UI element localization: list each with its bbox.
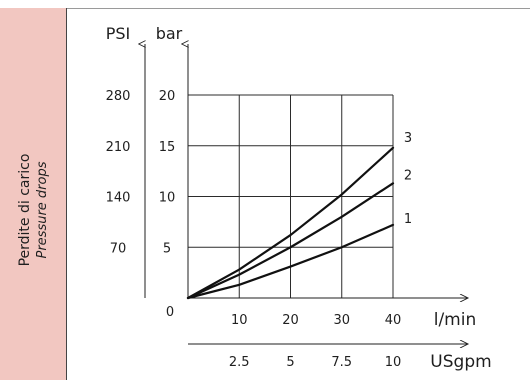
origin-tick-label: 0: [166, 305, 174, 320]
series-line-3: [186, 146, 395, 300]
lpm-tick-label-30: 30: [333, 313, 350, 328]
usgpm-tick-label-10: 10: [385, 355, 402, 370]
side-panel: Perdite di carico Pressure drops: [0, 8, 67, 380]
series-label-2: 2: [404, 168, 412, 183]
bar-tick-label-5: 5: [163, 241, 171, 256]
lpm-axis-label: l/min: [434, 310, 477, 330]
series-label-1: 1: [404, 212, 412, 227]
series-layer: [186, 146, 395, 300]
series-line-1: [186, 223, 395, 300]
lpm-tick-label-40: 40: [385, 313, 402, 328]
psi-tick-label-280: 280: [106, 89, 131, 104]
psi-tick-label-210: 210: [106, 140, 131, 155]
series-label-3: 3: [404, 131, 412, 146]
psi-tick-label-140: 140: [106, 191, 131, 206]
axis-layer: [145, 44, 468, 344]
usgpm-tick-label-7-5: 7.5: [331, 355, 352, 370]
psi-tick-label-70: 70: [110, 241, 127, 256]
bar-tick-label-10: 10: [159, 191, 176, 206]
psi-axis-label: PSI: [106, 24, 131, 43]
bar-tick-label-15: 15: [159, 140, 176, 155]
bar-axis-label: bar: [156, 24, 183, 43]
top-rule: [0, 8, 530, 9]
usgpm-axis-label: USgpm: [430, 352, 491, 372]
series-line-2: [186, 182, 395, 300]
lpm-tick-label-10: 10: [231, 313, 248, 328]
usgpm-tick-label-2-5: 2.5: [229, 355, 250, 370]
lpm-tick-label-20: 20: [282, 313, 299, 328]
bar-tick-label-20: 20: [159, 89, 176, 104]
usgpm-tick-label-5: 5: [286, 355, 294, 370]
